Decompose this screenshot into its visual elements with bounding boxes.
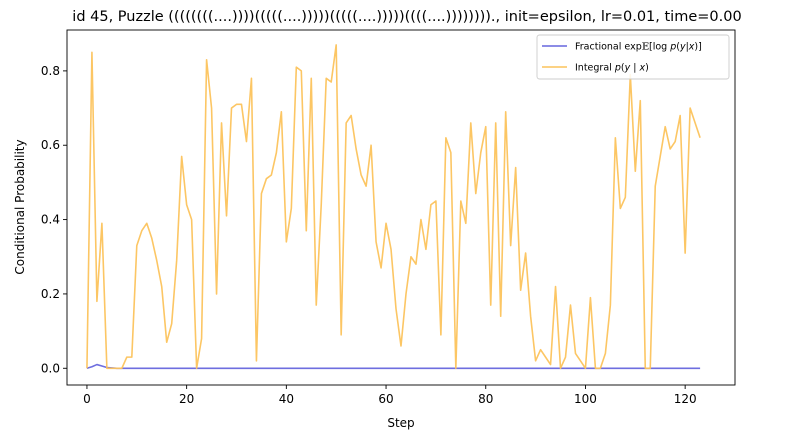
series-line-1 [86,44,701,370]
y-tick-label: 0.6 [41,138,60,152]
legend-box [536,34,730,80]
legend-label-integral: Integral p(y | x) [575,63,649,74]
y-tick-label: 0.8 [41,64,60,78]
x-tick-label: 20 [179,392,194,406]
x-tick-label: 80 [478,392,493,406]
y-tick-label: 0.2 [41,287,60,301]
x-tick-label: 60 [378,392,393,406]
x-tick-label: 120 [674,392,697,406]
y-tick-label: 0.0 [41,361,60,375]
x-axis: 0 20 40 60 80 100 120 [83,385,697,406]
x-tick-label: 100 [574,392,597,406]
legend-label-fractional: Fractional exp𝔼[log p(y|x)] [575,42,702,53]
x-tick-label: 0 [83,392,91,406]
x-tick-label: 40 [279,392,294,406]
chart-title: id 45, Puzzle ((((((((....))))(((((....)… [72,9,741,25]
plot-area [67,30,735,385]
legend: Fractional exp𝔼[log p(y|x)] Integral p(y… [536,34,730,80]
y-axis-label: Conditional Probability [13,139,27,274]
plot-frame [66,29,736,386]
series-layer [86,44,701,370]
y-axis: 0.0 0.2 0.4 0.6 0.8 [41,64,67,375]
y-tick-label: 0.4 [41,213,60,227]
x-axis-label: Step [387,416,414,430]
